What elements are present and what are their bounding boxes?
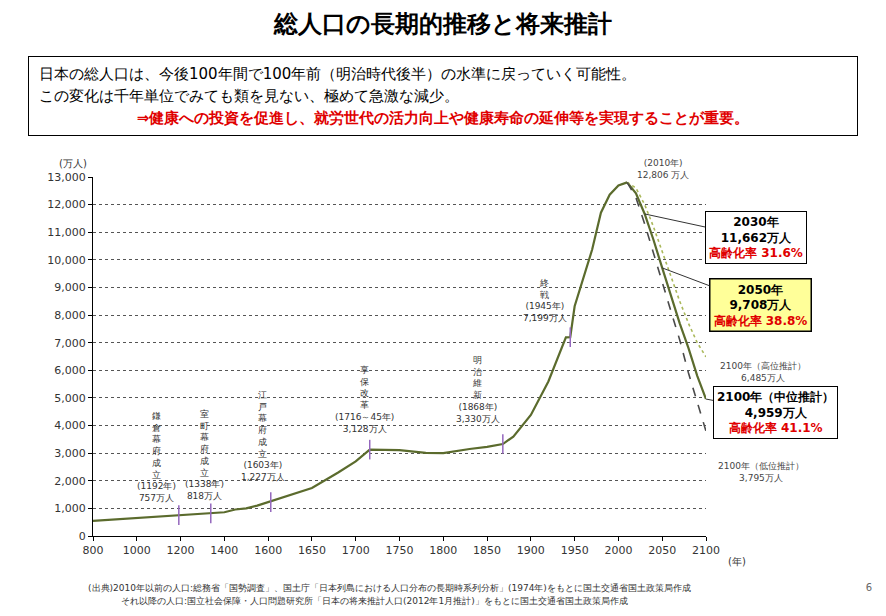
svg-text:3,000: 3,000	[54, 447, 86, 460]
svg-text:(2010年)12,806 万人: (2010年)12,806 万人	[637, 158, 689, 180]
svg-text:1750: 1750	[386, 544, 414, 557]
svg-text:13,000: 13,000	[47, 171, 86, 184]
svg-text:2100年（中位推計）4,959万人高齢化率 41.1%: 2100年（中位推計）4,959万人高齢化率 41.1%	[717, 390, 834, 435]
svg-text:1200: 1200	[167, 544, 195, 557]
svg-text:江戸幕府成立(1603年)1,227万人: 江戸幕府成立(1603年)1,227万人	[241, 390, 285, 482]
svg-text:2100: 2100	[692, 544, 720, 557]
svg-text:11,000: 11,000	[47, 226, 86, 239]
svg-text:4,000: 4,000	[54, 419, 86, 432]
svg-text:2030年11,662万人高齢化率 31.6%: 2030年11,662万人高齢化率 31.6%	[709, 215, 803, 260]
svg-text:2,000: 2,000	[54, 475, 86, 488]
html-text:この変化は千年単位でみても類を見ない、極めて急激な減少。: この変化は千年単位でみても類を見ない、極めて急激な減少。	[39, 87, 459, 105]
svg-text:鎌倉幕府成立(1192年)757万人: 鎌倉幕府成立(1192年)757万人	[137, 411, 176, 503]
svg-text:1650: 1650	[298, 544, 326, 557]
svg-text:1600: 1600	[254, 544, 282, 557]
svg-text:6,000: 6,000	[54, 364, 86, 377]
svg-text:(万人): (万人)	[59, 158, 87, 169]
html-text:日本の総人口は、今後100年間で100年前（明治時代後半）の: 日本の総人口は、今後100年間で100年前（明治時代後半）の水準に戻っていく可能…	[39, 65, 637, 83]
svg-text:1900: 1900	[517, 544, 545, 557]
svg-text:10,000: 10,000	[47, 254, 86, 267]
svg-text:800: 800	[83, 544, 104, 557]
svg-text:1,000: 1,000	[54, 502, 86, 515]
svg-text:7,000: 7,000	[54, 337, 86, 350]
svg-text:1000: 1000	[123, 544, 151, 557]
svg-text:5,000: 5,000	[54, 392, 86, 405]
html-text:(出典)2010年以前の人口:総務省「国勢調査」、国土庁「日: (出典)2010年以前の人口:総務省「国勢調査」、国土庁「日本列島における人口分…	[88, 583, 691, 593]
svg-text:2100年（低位推計）3,795万人: 2100年（低位推計）3,795万人	[718, 461, 804, 483]
svg-text:1700: 1700	[342, 544, 370, 557]
svg-text:1950: 1950	[561, 544, 589, 557]
svg-text:2000: 2000	[604, 544, 632, 557]
svg-text:9,000: 9,000	[54, 281, 86, 294]
html-text:総人口の長期的推移と将来推計: 総人口の長期的推移と将来推計	[274, 10, 612, 38]
html-text:6: 6	[865, 582, 872, 593]
svg-text:2050年9,708万人高齢化率 38.8%: 2050年9,708万人高齢化率 38.8%	[714, 283, 808, 328]
svg-text:1400: 1400	[210, 544, 238, 557]
svg-text:(年): (年)	[728, 556, 746, 567]
svg-text:1850: 1850	[473, 544, 501, 557]
html-text:それ以降の人口:国立社会保障・人口問題研究所「日本の将来推計: それ以降の人口:国立社会保障・人口問題研究所「日本の将来推計人口(2012年1月…	[121, 596, 628, 606]
svg-text:8,000: 8,000	[54, 309, 86, 322]
svg-text:享保改革(1716～45年)3,128万人: 享保改革(1716～45年)3,128万人	[335, 365, 394, 434]
svg-text:1800: 1800	[429, 544, 457, 557]
svg-text:明治維新(1868年)3,330万人: 明治維新(1868年)3,330万人	[456, 355, 500, 424]
svg-text:終戦(1945年)7,199万人: 終戦(1945年)7,199万人	[523, 278, 567, 323]
svg-text:2050: 2050	[648, 544, 676, 557]
svg-text:室町幕府成立(1338年)818万人: 室町幕府成立(1338年)818万人	[185, 409, 224, 501]
html-text:⇒健康への投資を促進し、就労世代の活力向上や健康寿命の延伸等: ⇒健康への投資を促進し、就労世代の活力向上や健康寿命の延伸等を実現することが重要…	[136, 109, 750, 127]
svg-text:0: 0	[79, 530, 86, 543]
svg-text:12,000: 12,000	[47, 198, 86, 211]
svg-text:2100年（高位推計）6,485万人: 2100年（高位推計）6,485万人	[720, 361, 806, 383]
